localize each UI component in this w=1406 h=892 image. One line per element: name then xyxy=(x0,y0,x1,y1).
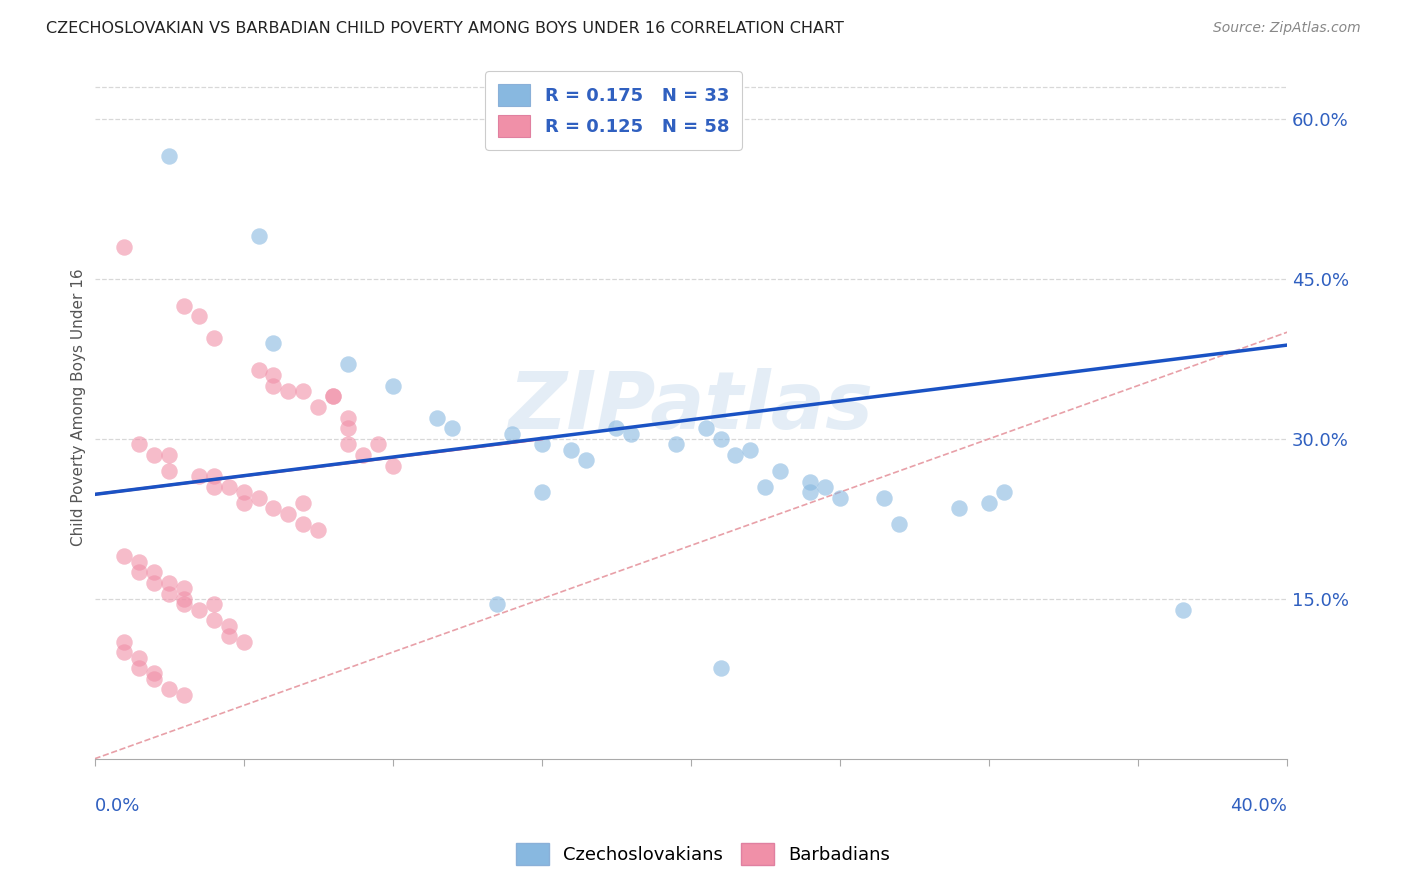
Point xyxy=(709,432,731,446)
Text: Source: ZipAtlas.com: Source: ZipAtlas.com xyxy=(1213,21,1361,35)
Text: CZECHOSLOVAKIAN VS BARBADIAN CHILD POVERTY AMONG BOYS UNDER 16 CORRELATION CHART: CZECHOSLOVAKIAN VS BARBADIAN CHILD POVER… xyxy=(46,21,844,36)
Point xyxy=(426,410,449,425)
Point xyxy=(799,485,821,500)
Point xyxy=(709,661,731,675)
Point xyxy=(948,501,970,516)
Point xyxy=(143,672,166,686)
Point xyxy=(560,442,582,457)
Point xyxy=(620,426,643,441)
Point xyxy=(977,496,1000,510)
Point xyxy=(128,661,150,675)
Point xyxy=(187,469,209,483)
Legend: Czechoslovakians, Barbadians: Czechoslovakians, Barbadians xyxy=(509,836,897,872)
Point xyxy=(202,331,225,345)
Point xyxy=(769,464,792,478)
Point xyxy=(1171,602,1194,616)
Point xyxy=(873,491,896,505)
Point xyxy=(307,523,329,537)
Point xyxy=(262,368,284,382)
Point xyxy=(336,410,359,425)
Point xyxy=(740,442,762,457)
Point xyxy=(247,491,270,505)
Point xyxy=(157,586,180,600)
Point xyxy=(173,581,195,595)
Point xyxy=(262,378,284,392)
Point xyxy=(173,299,195,313)
Point xyxy=(143,565,166,579)
Point xyxy=(143,666,166,681)
Point xyxy=(128,555,150,569)
Point xyxy=(202,613,225,627)
Point xyxy=(112,645,135,659)
Point xyxy=(889,517,911,532)
Point xyxy=(232,496,254,510)
Point xyxy=(530,437,553,451)
Point xyxy=(218,618,240,632)
Point xyxy=(724,448,747,462)
Point xyxy=(143,575,166,590)
Point xyxy=(754,480,776,494)
Point xyxy=(247,229,270,244)
Point xyxy=(352,448,374,462)
Point xyxy=(292,496,315,510)
Point xyxy=(187,602,209,616)
Point xyxy=(530,485,553,500)
Point xyxy=(157,149,180,163)
Point xyxy=(157,464,180,478)
Point xyxy=(128,437,150,451)
Point xyxy=(247,362,270,376)
Point xyxy=(501,426,523,441)
Point xyxy=(336,357,359,371)
Point xyxy=(292,517,315,532)
Point xyxy=(993,485,1015,500)
Text: 0.0%: 0.0% xyxy=(94,797,141,815)
Point xyxy=(173,688,195,702)
Point xyxy=(232,485,254,500)
Point xyxy=(292,384,315,398)
Point xyxy=(262,501,284,516)
Point xyxy=(128,565,150,579)
Point xyxy=(112,549,135,564)
Point xyxy=(322,389,344,403)
Point xyxy=(157,575,180,590)
Point xyxy=(202,469,225,483)
Point xyxy=(218,480,240,494)
Y-axis label: Child Poverty Among Boys Under 16: Child Poverty Among Boys Under 16 xyxy=(72,268,86,546)
Text: ZIPatlas: ZIPatlas xyxy=(508,368,873,446)
Point xyxy=(605,421,627,435)
Point xyxy=(381,458,404,473)
Point xyxy=(665,437,688,451)
Point xyxy=(367,437,389,451)
Point xyxy=(336,437,359,451)
Point xyxy=(112,634,135,648)
Point xyxy=(187,310,209,324)
Point xyxy=(485,597,508,611)
Point xyxy=(232,634,254,648)
Point xyxy=(277,384,299,398)
Point xyxy=(828,491,851,505)
Point xyxy=(307,400,329,414)
Point xyxy=(202,480,225,494)
Point xyxy=(814,480,837,494)
Point xyxy=(112,240,135,254)
Point xyxy=(381,378,404,392)
Point xyxy=(173,597,195,611)
Point xyxy=(157,448,180,462)
Point xyxy=(277,507,299,521)
Point xyxy=(336,421,359,435)
Point xyxy=(157,682,180,697)
Point xyxy=(202,597,225,611)
Point xyxy=(218,629,240,643)
Point xyxy=(322,389,344,403)
Point xyxy=(441,421,464,435)
Point xyxy=(575,453,598,467)
Point xyxy=(143,448,166,462)
Legend: R = 0.175   N = 33, R = 0.125   N = 58: R = 0.175 N = 33, R = 0.125 N = 58 xyxy=(485,71,742,150)
Point xyxy=(695,421,717,435)
Point xyxy=(262,336,284,351)
Text: 40.0%: 40.0% xyxy=(1230,797,1286,815)
Point xyxy=(128,650,150,665)
Point xyxy=(799,475,821,489)
Point xyxy=(173,591,195,606)
